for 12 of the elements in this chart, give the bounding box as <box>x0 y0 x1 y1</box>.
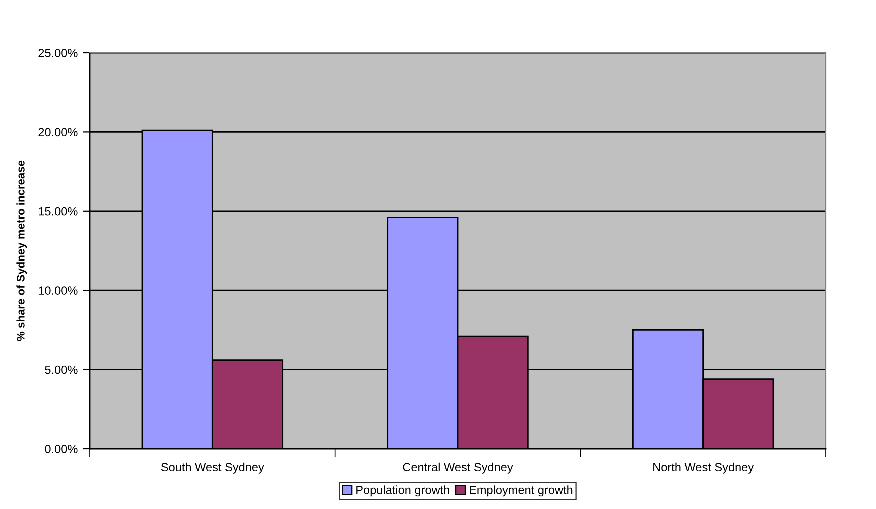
x-tick-label: North West Sydney <box>654 462 754 474</box>
y-tick-label: 20.00% <box>38 128 78 137</box>
legend-label: Employment growth <box>470 486 573 497</box>
y-tick-label: 15.00% <box>39 207 78 216</box>
y-tick-label: 25.00% <box>38 49 78 58</box>
y-tick-label: 5.00% <box>45 366 78 374</box>
x-tick-label: Central West Sydney <box>403 462 514 474</box>
x-tick-label: South West Sydney <box>161 462 264 474</box>
y-tick-label: 0.00% <box>45 445 78 454</box>
y-axis-title: % share of Sydney metro increase <box>16 160 28 342</box>
legend-label: Population growth <box>356 486 450 497</box>
y-tick-label: 10.00% <box>39 286 78 295</box>
